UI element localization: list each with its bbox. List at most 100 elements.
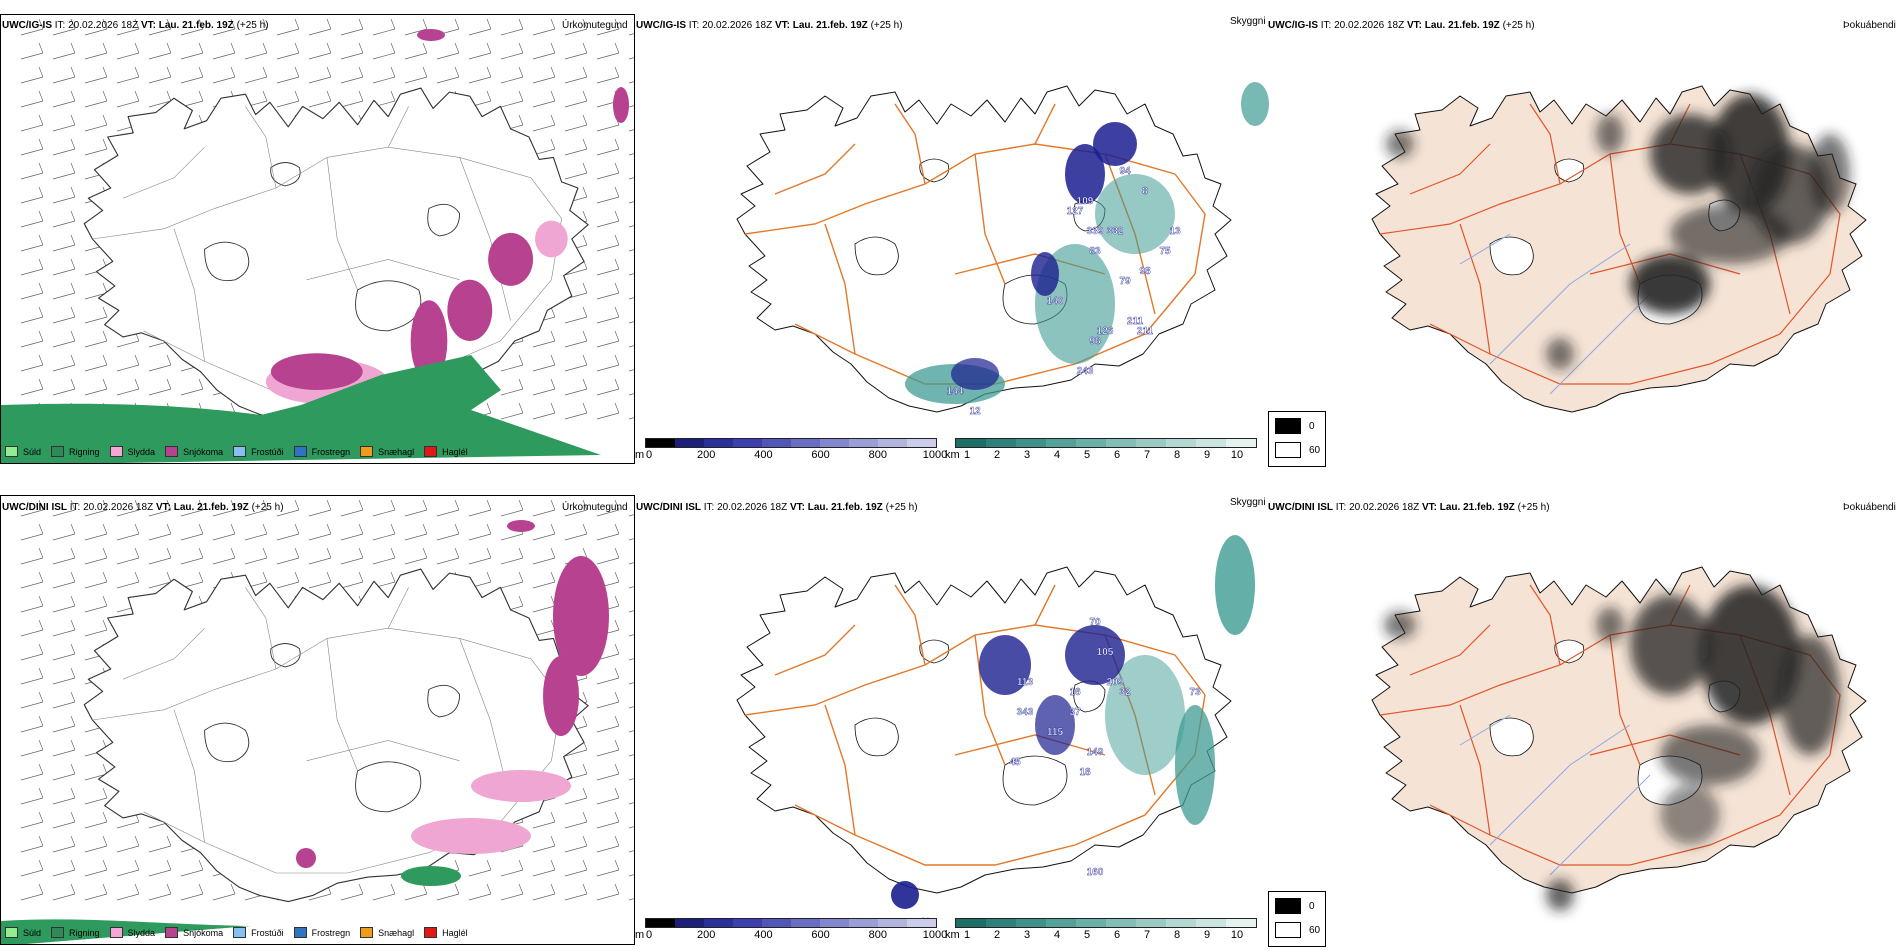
glacier-outline [427,203,461,237]
wind-barb [532,42,556,60]
colorbar-tick-label: 6 [1113,929,1121,941]
road-line [954,734,1106,756]
wind-barb [628,682,634,685]
fog-panel-top [1270,14,1900,464]
road-line [306,740,460,762]
fog-area [1546,338,1574,370]
fog-index-field [1386,94,1850,370]
colorbar-tick-label: 4 [1053,929,1061,941]
wind-barb [596,691,620,709]
road-line [245,106,277,189]
wind-barb [84,547,108,565]
wind-barb [244,547,268,565]
wind-barb [564,330,588,348]
legend-label: Haglél [442,927,468,938]
wind-barb [628,754,634,757]
legend-item: Frostregn [293,446,351,457]
wind-barb [340,547,364,565]
colorbar-segment [1046,919,1076,927]
header-ceiling-top: UWC/IG-IS IT: 20.02.2026 18Z VT: Lau. 21… [636,20,903,31]
wind-barb [564,499,588,517]
visibility-colorbar-top: km 1 2 3 4 5 6 7 8 9 10 [945,438,1265,468]
wind-barb [564,114,588,132]
ceiling-map-bottom: 7010511334337209163211545149181604873 [736,535,1255,928]
precip-panel-top: Súld Rigning Slydda Snjókoma Frostúði Frostre… [0,14,635,464]
wind-barb [116,42,140,60]
ceiling-area [1035,695,1075,755]
road-line [326,157,358,291]
wind-barb [52,162,76,180]
wind-barb [372,18,396,36]
colorbar-tick-label: 3 [1023,929,1031,941]
colorbar-segment [791,919,820,927]
wind-barb [596,186,620,204]
ceiling-area [1065,144,1105,204]
colorbar-tick-label: 0 [645,929,653,941]
wind-barb [180,547,204,565]
wind-barb [628,634,634,637]
colorbar-segment [762,439,791,447]
colorbar-tick-label: 2 [993,449,1001,461]
sleet-area [411,818,531,854]
legend-swatch [109,927,123,938]
visibility-area [1095,174,1175,254]
legend-label: Frostregn [311,446,351,457]
colorbar-segment [907,919,936,927]
fog-area [1630,254,1710,314]
wind-barb [52,378,76,396]
wind-barb [212,883,236,901]
wind-barb [628,658,634,661]
legend-label: Frostúði [251,927,284,938]
wind-barb [628,874,634,877]
wind-barb [596,883,620,901]
wind-barb [84,354,108,372]
wind-barb [564,787,588,805]
road-line [1174,173,1206,275]
road-line [1609,153,1641,285]
wind-barb [84,90,108,108]
legend-swatch [293,927,307,938]
road-line [774,143,856,195]
glacier-outline [1489,236,1534,276]
wind-barb [564,402,588,420]
wind-barb [532,354,556,372]
legend-swatch [424,446,438,457]
colorbar-segment [791,439,820,447]
river-line [1549,774,1651,876]
wind-barb [116,883,140,901]
colorbar-tick-label: 2 [993,929,1001,941]
wind-barb [116,859,140,877]
wind-barb [180,378,204,396]
legend-label: Snjókoma [183,927,224,938]
glacier-outline [204,241,250,282]
colorbar-segment [1046,439,1076,447]
wind-barb [628,177,634,180]
rain-area [1,355,601,463]
glacier-outline [355,761,422,813]
visibility-area [1175,705,1215,825]
wind-barb [52,234,76,252]
wind-barb [212,18,236,36]
visibility-unit: km [945,929,960,941]
wind-barb [628,33,634,36]
colorbar-tick-label: 600 [811,929,830,941]
ceiling-panel-bottom: 7010511334337209163211545149181604873 [635,495,1270,945]
wind-barb [244,18,268,36]
legend-label: Frostregn [311,927,351,938]
wind-barb [180,859,204,877]
wind-barb [20,787,44,805]
wind-barb [596,499,620,517]
colorbar-tick-label: 1 [963,449,971,461]
road-line [1409,143,1491,195]
legend-swatch [233,446,247,457]
wind-barb [116,523,140,541]
wind-barb [628,610,634,613]
wind-barb [532,859,556,877]
precip-legend-top: Súld Rigning Slydda Snjókoma Frostúði Frostre… [5,446,468,457]
wind-barb [84,811,108,829]
road-line [245,587,277,670]
wind-barb [20,258,44,276]
wind-barb [84,42,108,60]
legend-item: Frostregn [293,927,351,938]
